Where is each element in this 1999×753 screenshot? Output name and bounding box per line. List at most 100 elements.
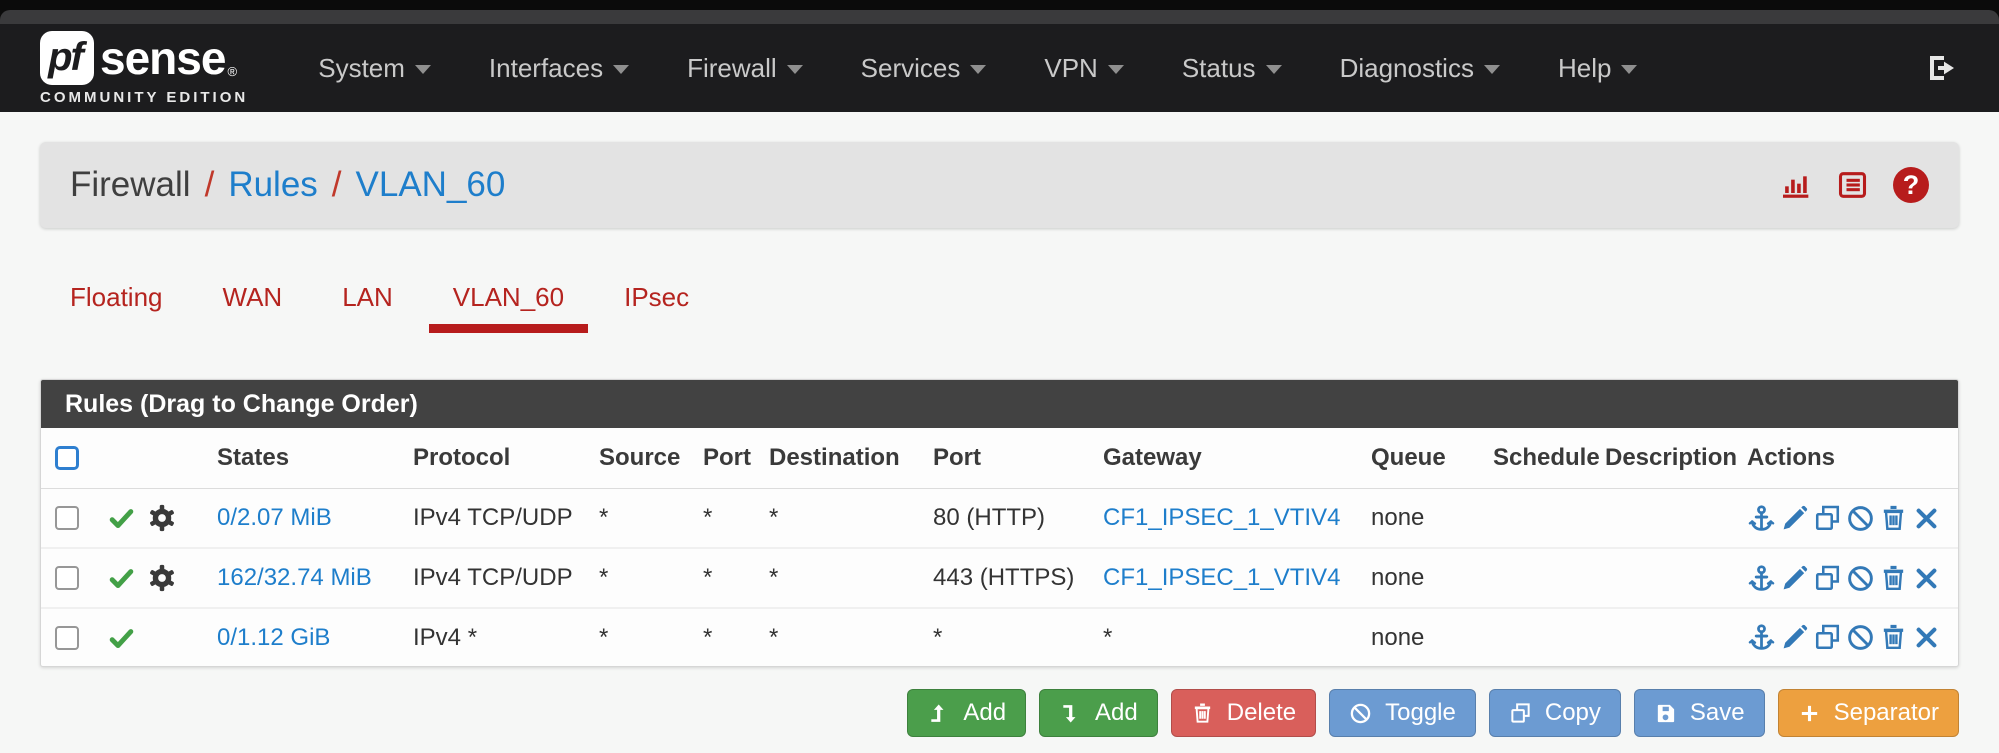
nav-item-firewall[interactable]: Firewall — [687, 53, 803, 84]
gear-icon — [150, 564, 174, 592]
anchor-icon[interactable] — [1747, 623, 1776, 652]
add-rule-top-button[interactable]: Add — [907, 689, 1027, 737]
anchor-icon[interactable] — [1747, 504, 1776, 533]
col-header-description: Description — [1599, 428, 1741, 489]
nav-menu: System Interfaces Firewall Services VPN … — [318, 53, 1638, 84]
rule-enabled-check-icon[interactable] — [105, 504, 138, 532]
rule-enabled-check-icon[interactable] — [105, 624, 138, 652]
copy-icon[interactable] — [1813, 623, 1842, 652]
states-link[interactable]: 162/32.74 MiB — [217, 564, 372, 591]
rules-panel: Rules (Drag to Change Order) States Prot… — [40, 379, 1959, 667]
log-list-icon[interactable] — [1836, 169, 1869, 201]
copy-icon[interactable] — [1813, 564, 1842, 593]
help-icon[interactable] — [1893, 167, 1929, 203]
states-link[interactable]: 0/2.07 MiB — [217, 504, 332, 531]
table-row[interactable]: 162/32.74 MiB IPv4 TCP/UDP * * * 443 (HT… — [41, 547, 1958, 608]
gateway-link[interactable]: CF1_IPSEC_1_VTIV4 — [1103, 564, 1341, 591]
schedule-cell — [1487, 547, 1599, 608]
col-header-source: Source — [593, 428, 697, 489]
ban-icon[interactable] — [1846, 504, 1875, 533]
delete-button[interactable]: Delete — [1170, 689, 1317, 737]
row-checkbox[interactable] — [55, 625, 79, 650]
queue-cell: none — [1371, 504, 1425, 531]
tab-wan[interactable]: WAN — [222, 282, 283, 312]
x-icon[interactable] — [1912, 504, 1941, 533]
destination-cell: * — [763, 607, 927, 666]
gateway-link[interactable]: CF1_IPSEC_1_VTIV4 — [1103, 504, 1341, 531]
col-header-queue: Queue — [1365, 428, 1487, 489]
nav-item-interfaces[interactable]: Interfaces — [489, 53, 630, 84]
ban-icon[interactable] — [1846, 623, 1875, 652]
schedule-cell — [1487, 489, 1599, 549]
tab-lan[interactable]: LAN — [342, 282, 393, 312]
separator-button[interactable]: Separator — [1777, 689, 1959, 737]
pf-logo-tile: pf — [40, 30, 94, 85]
chevron-down-icon — [613, 65, 630, 74]
table-header-row: States Protocol Source Port Destination … — [41, 428, 1958, 489]
chevron-down-icon — [1265, 65, 1282, 74]
breadcrumb-rules-link[interactable]: Rules — [228, 165, 318, 204]
tab-floating[interactable]: Floating — [70, 282, 163, 312]
gateway-cell: * — [1097, 607, 1365, 666]
anchor-icon[interactable] — [1747, 564, 1776, 593]
col-header-dest-port: Port — [927, 428, 1097, 489]
sign-out-icon[interactable] — [1925, 52, 1959, 84]
pencil-icon[interactable] — [1780, 623, 1809, 652]
tab-vlan-60[interactable]: VLAN_60 — [428, 272, 589, 333]
schedule-cell — [1487, 607, 1599, 666]
breadcrumb-firewall: Firewall — [70, 165, 191, 204]
destination-cell: * — [763, 547, 927, 608]
add-rule-bottom-button[interactable]: Add — [1039, 689, 1158, 737]
x-icon[interactable] — [1912, 623, 1941, 652]
toggle-button[interactable]: Toggle — [1329, 689, 1476, 737]
rule-enabled-check-icon[interactable] — [105, 564, 138, 592]
nav-item-vpn[interactable]: VPN — [1044, 53, 1124, 84]
trash-icon[interactable] — [1879, 623, 1908, 652]
col-header-gateway: Gateway — [1097, 428, 1365, 489]
source-cell: * — [593, 607, 697, 666]
source-port-cell: * — [703, 504, 713, 531]
bar-chart-icon[interactable] — [1778, 169, 1812, 201]
col-header-actions: Actions — [1741, 428, 1958, 489]
nav-item-services[interactable]: Services — [861, 53, 987, 84]
pencil-icon[interactable] — [1780, 564, 1809, 593]
nav-item-status[interactable]: Status — [1182, 53, 1282, 84]
description-cell — [1599, 547, 1741, 608]
table-row[interactable]: 0/2.07 MiB IPv4 TCP/UDP * * * 80 (HTTP) … — [41, 489, 1958, 549]
trash-icon — [1194, 702, 1210, 723]
states-link[interactable]: 0/1.12 GiB — [217, 623, 331, 651]
select-all-checkbox[interactable] — [55, 446, 79, 470]
row-checkbox[interactable] — [55, 566, 79, 590]
pencil-icon[interactable] — [1780, 504, 1809, 533]
tab-ipsec[interactable]: IPsec — [624, 282, 690, 312]
nav-item-diagnostics[interactable]: Diagnostics — [1340, 53, 1500, 84]
gear-icon — [150, 504, 174, 532]
window-top-strip — [0, 0, 1999, 24]
row-checkbox[interactable] — [55, 506, 79, 530]
interface-tabs: Floating WAN LAN VLAN_60 IPsec — [46, 272, 1999, 333]
logo-registered-mark: ® — [227, 63, 238, 79]
rules-table: States Protocol Source Port Destination … — [41, 428, 1958, 666]
trash-icon[interactable] — [1879, 564, 1908, 593]
chevron-down-icon — [786, 65, 803, 74]
breadcrumb-vlan60-link[interactable]: VLAN_60 — [355, 165, 506, 204]
trash-icon[interactable] — [1879, 504, 1908, 533]
nav-item-system[interactable]: System — [318, 53, 431, 84]
description-cell — [1599, 489, 1741, 549]
queue-cell: none — [1365, 547, 1487, 608]
copy-button[interactable]: Copy — [1488, 689, 1621, 737]
ban-icon[interactable] — [1846, 564, 1875, 593]
protocol-cell: IPv4 * — [407, 607, 593, 666]
source-cell: * — [593, 547, 697, 608]
col-header-states: States — [211, 428, 407, 489]
breadcrumb-bar: Firewall / Rules / VLAN_60 — [40, 142, 1959, 228]
destination-cell: * — [769, 504, 779, 531]
x-icon[interactable] — [1912, 564, 1941, 593]
pfsense-logo[interactable]: pf sense ® COMMUNITY EDITION — [40, 30, 248, 106]
save-button[interactable]: Save — [1633, 689, 1765, 737]
level-up-icon — [931, 703, 944, 722]
table-row[interactable]: 0/1.12 GiB IPv4 * * * * * * none — [41, 607, 1958, 666]
copy-icon[interactable] — [1813, 504, 1842, 533]
footer-actions: Add Add Delete Toggle Copy Save Separato… — [40, 689, 1959, 737]
nav-item-help[interactable]: Help — [1558, 53, 1638, 84]
